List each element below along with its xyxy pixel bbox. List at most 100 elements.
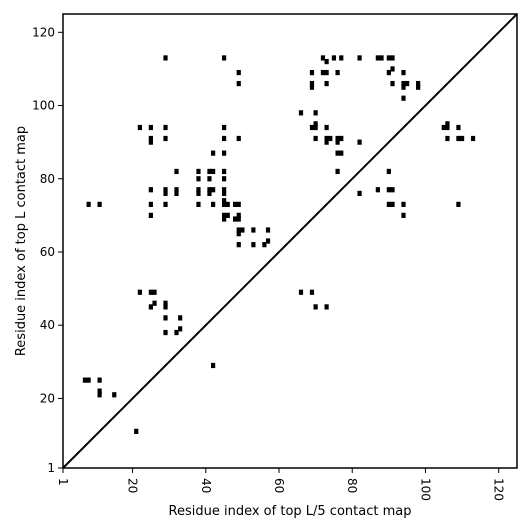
data-point	[328, 135, 333, 142]
data-point	[211, 168, 216, 175]
data-point	[163, 190, 168, 197]
data-point	[416, 80, 421, 87]
data-point	[339, 135, 344, 142]
data-point	[163, 201, 168, 207]
data-point	[401, 95, 406, 101]
data-point	[163, 315, 168, 321]
data-point	[262, 242, 267, 248]
data-point	[339, 55, 344, 61]
data-point	[221, 150, 227, 156]
data-point	[207, 187, 212, 193]
data-point	[401, 80, 406, 87]
data-point	[390, 201, 395, 207]
data-point	[221, 216, 227, 222]
data-point	[445, 121, 450, 127]
data-point	[456, 135, 461, 142]
data-point	[148, 135, 153, 142]
x-tick-label: 120	[492, 478, 506, 501]
data-point	[357, 190, 362, 197]
x-tick-label: 40	[199, 478, 213, 493]
data-point	[236, 231, 241, 237]
data-point	[148, 187, 153, 193]
data-point	[309, 69, 315, 76]
data-point	[401, 212, 406, 218]
data-point	[313, 121, 318, 127]
y-tick-label: 100	[32, 99, 55, 113]
data-point	[221, 212, 227, 218]
data-point	[335, 168, 340, 175]
data-point	[211, 187, 216, 193]
data-point	[390, 187, 395, 193]
data-point	[236, 135, 241, 142]
data-point	[221, 187, 227, 193]
x-tick-label: 100	[418, 478, 432, 501]
data-point	[236, 69, 241, 76]
x-tick-label: 1	[56, 478, 70, 486]
data-point	[386, 69, 391, 76]
data-point	[445, 124, 450, 131]
data-point	[86, 201, 91, 207]
data-point	[221, 124, 227, 131]
data-point	[97, 377, 102, 383]
data-point	[196, 190, 201, 197]
data-point	[232, 201, 238, 207]
diagonal-line	[62, 13, 518, 469]
data-point	[324, 80, 329, 87]
data-point	[386, 201, 391, 207]
data-point	[236, 216, 241, 222]
data-point	[320, 55, 326, 61]
data-points	[82, 55, 476, 434]
data-point	[357, 139, 362, 145]
data-point	[236, 227, 241, 233]
data-point	[324, 304, 329, 310]
data-point	[163, 304, 168, 310]
data-point	[251, 242, 256, 248]
data-point	[211, 201, 216, 207]
data-point	[386, 55, 391, 61]
data-point	[236, 201, 241, 207]
data-point	[225, 212, 230, 218]
data-point	[152, 289, 157, 295]
data-point	[211, 150, 216, 156]
data-point	[265, 227, 271, 233]
data-point	[298, 289, 304, 295]
data-point	[178, 315, 183, 321]
data-point	[196, 187, 201, 193]
data-point	[339, 150, 344, 156]
data-point	[163, 187, 168, 193]
data-point	[225, 201, 230, 207]
y-tick-label: 1	[47, 461, 55, 475]
data-point	[324, 69, 329, 76]
y-tick-label: 60	[40, 245, 55, 259]
data-point	[324, 58, 329, 65]
data-point	[375, 187, 380, 193]
data-point	[441, 124, 446, 131]
x-axis-label: Residue index of top L/5 contact map	[169, 504, 412, 519]
data-point	[221, 201, 227, 207]
data-point	[379, 55, 384, 61]
data-point	[163, 124, 168, 131]
data-point	[148, 304, 153, 310]
data-point	[309, 80, 315, 87]
data-point	[137, 124, 142, 131]
data-point	[375, 55, 380, 61]
data-point	[335, 139, 340, 145]
data-point	[265, 238, 271, 244]
data-point	[221, 176, 227, 182]
plot-frame	[62, 13, 518, 469]
data-point	[357, 55, 362, 61]
data-point	[470, 135, 476, 142]
data-point	[174, 168, 179, 175]
data-point	[390, 55, 395, 61]
data-point	[148, 139, 153, 145]
data-point	[251, 227, 256, 233]
data-point	[456, 201, 461, 207]
data-point	[324, 139, 329, 145]
data-point	[82, 377, 88, 383]
data-point	[221, 135, 227, 142]
data-point	[163, 135, 168, 142]
data-point	[112, 392, 117, 398]
x-tick-label: 20	[126, 478, 140, 493]
data-point	[309, 124, 315, 131]
